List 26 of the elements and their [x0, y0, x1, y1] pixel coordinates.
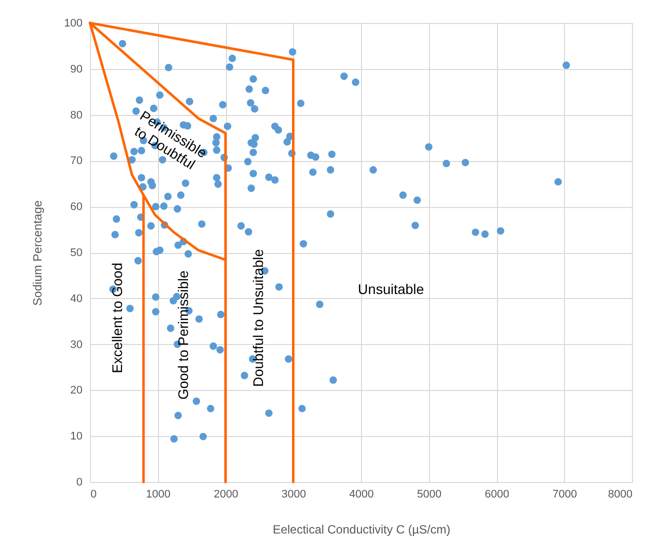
y-tick-label: 100: [64, 18, 82, 30]
x-tick-label: 3000: [282, 488, 306, 500]
x-tick-label: 2000: [214, 488, 238, 500]
x-axis-title: Eelectical Conductivity C (µS/cm): [272, 522, 450, 536]
annotation: Good to Perimissible: [175, 270, 191, 400]
x-tick-label: 0: [90, 488, 97, 500]
y-tick-label: 0: [76, 476, 82, 488]
y-tick-label: 90: [70, 63, 82, 76]
y-tick-label: 40: [70, 292, 82, 305]
y-axis-title: Sodium Percentage: [30, 200, 44, 306]
x-tick-label: 1000: [146, 488, 170, 500]
x-tick-label: 7000: [552, 488, 577, 500]
x-tick-label: 4000: [349, 488, 374, 500]
annotation: Doubtful to Unsuitable: [250, 248, 266, 387]
y-tick-label: 10: [70, 430, 82, 443]
y-tick-label: 20: [70, 384, 82, 397]
y-tick-label: 70: [70, 155, 82, 168]
x-tick-label: 5000: [417, 488, 442, 500]
y-tick-label: 80: [70, 109, 82, 122]
y-tick-label: 50: [70, 247, 82, 259]
x-tick-label: 6000: [484, 488, 510, 500]
annotation: Unsuitable: [358, 281, 424, 297]
y-tick-label: 60: [70, 201, 82, 214]
x-tick-label: 8000: [608, 488, 632, 500]
y-tick-label: 30: [70, 338, 82, 351]
annotation: Excellent to Good: [109, 262, 125, 374]
